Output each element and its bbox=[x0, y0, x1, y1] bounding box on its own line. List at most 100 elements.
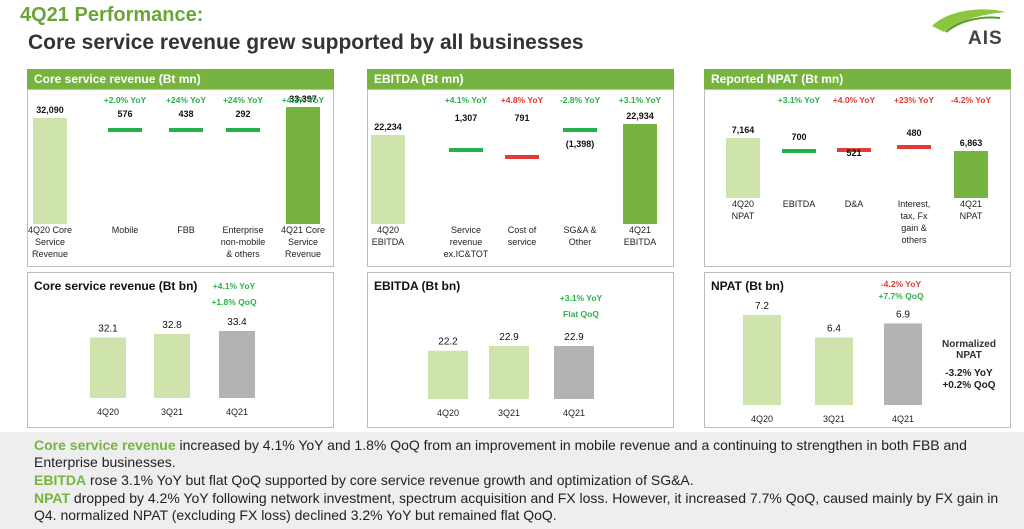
tick-label-core_wf-0-0: 4Q20 Core bbox=[28, 225, 72, 235]
bar-ebitda_wf-3 bbox=[563, 128, 597, 132]
commentary-ebitda-lead: EBITDA bbox=[34, 472, 87, 488]
tick-label-ebitda_wf-1-1: revenue bbox=[450, 237, 483, 247]
bar-ebitda_bn-0 bbox=[428, 350, 468, 399]
data-label-npat_bn-0: 7.2 bbox=[755, 301, 769, 312]
commentary-box bbox=[0, 432, 1024, 529]
tick-label-ebitda_wf-4-0: 4Q21 bbox=[629, 225, 651, 235]
bar-ebitda_wf-1 bbox=[449, 148, 483, 152]
commentary-npat-text: dropped by 4.2% YoY following network in… bbox=[34, 490, 999, 523]
change-label-npat_wf-1: +3.1% YoY bbox=[778, 95, 821, 105]
bar-npat_wf-1 bbox=[782, 149, 816, 153]
core-revenue-mn-header: Core service revenue (Bt mn) bbox=[27, 69, 334, 89]
tick-label-npat_bn-2: 4Q21 bbox=[892, 414, 914, 424]
data-label-npat_bn-1: 6.4 bbox=[827, 324, 841, 335]
annotation-ebitda_bn-0: +3.1% YoY bbox=[560, 293, 603, 303]
commentary-core-revenue-text: increased by 4.1% YoY and 1.8% QoQ from … bbox=[34, 437, 967, 470]
npat-bn-chart: 7.2 4Q20 6.4 3Q21 6.9 4Q21 -4.2% YoY +7.7% QoQ bbox=[743, 279, 924, 424]
data-label-ebitda_wf-2: 791 bbox=[514, 113, 529, 123]
data-label-core_wf-0: 32,090 bbox=[36, 105, 64, 115]
tick-label-npat_wf-4-1: NPAT bbox=[960, 211, 983, 221]
core-revenue-bn-chart: 32.1 4Q20 32.8 3Q21 33.4 4Q21 +4.1% YoY +1.8% Q… bbox=[90, 281, 257, 417]
change-label-core_wf-3: +24% YoY bbox=[223, 95, 263, 105]
change-label-core_wf-2: +24% YoY bbox=[166, 95, 206, 105]
commentary-npat: NPAT dropped by 4.2% YoY following netwo… bbox=[34, 490, 1009, 524]
data-label-core_wf-2: 438 bbox=[178, 109, 193, 119]
bar-ebitda_wf-4 bbox=[623, 124, 657, 224]
bar-core_bn-2 bbox=[219, 331, 255, 398]
annotation-npat_bn-0: -4.2% YoY bbox=[881, 279, 922, 289]
bar-npat_wf-4 bbox=[954, 151, 988, 198]
data-label-npat_wf-4: 6,863 bbox=[960, 138, 983, 148]
ebitda-mn-header: EBITDA (Bt mn) bbox=[367, 69, 674, 89]
tick-label-npat_bn-1: 3Q21 bbox=[823, 414, 845, 424]
bar-npat_bn-2 bbox=[884, 323, 922, 405]
tick-label-core_bn-0: 4Q20 bbox=[97, 407, 119, 417]
tick-label-npat_wf-1-0: EBITDA bbox=[783, 199, 816, 209]
bar-npat_wf-0 bbox=[726, 138, 760, 198]
tick-label-core_bn-1: 3Q21 bbox=[161, 407, 183, 417]
slide-subtitle: Core service revenue grew supported by a… bbox=[28, 31, 584, 54]
data-label-ebitda_bn-1: 22.9 bbox=[499, 332, 519, 343]
tick-label-core_wf-0-1: Service bbox=[35, 237, 65, 247]
data-label-ebitda_bn-2: 22.9 bbox=[564, 332, 584, 343]
core-revenue-mn-panel: 32,090 4Q20 Core Service Revenue 576 +2.0% Yo… bbox=[27, 89, 334, 267]
tick-label-core_bn-2: 4Q21 bbox=[226, 407, 248, 417]
data-label-core_bn-2: 33.4 bbox=[227, 317, 247, 328]
normalized-npat-title: Normalized NPAT bbox=[942, 339, 996, 361]
change-label-ebitda_wf-1: +4.1% YoY bbox=[445, 95, 488, 105]
tick-label-ebitda_wf-4-1: EBITDA bbox=[624, 237, 657, 247]
change-label-npat_wf-4: -4.2% YoY bbox=[951, 95, 992, 105]
tick-label-ebitda_wf-1-0: Service bbox=[451, 225, 481, 235]
tick-label-ebitda_wf-0-0: 4Q20 bbox=[377, 225, 399, 235]
npat-bn-panel: NPAT (Bt bn) 7.2 4Q20 6.4 3Q21 6.9 4Q21 -4.2% … bbox=[704, 272, 1011, 428]
tick-label-npat_wf-3-3: others bbox=[901, 235, 927, 245]
change-label-ebitda_wf-2: +4.8% YoY bbox=[501, 95, 544, 105]
commentary-ebitda-text: rose 3.1% YoY but flat QoQ supported by … bbox=[86, 472, 694, 488]
slide-title: 4Q21 Performance: bbox=[20, 4, 204, 26]
bar-ebitda_bn-2 bbox=[554, 346, 594, 399]
tick-label-ebitda_wf-2-0: Cost of bbox=[508, 225, 537, 235]
bar-npat_bn-0 bbox=[743, 315, 781, 405]
change-label-core_wf-4: +4.1% YoY bbox=[282, 95, 325, 105]
data-label-ebitda_bn-0: 22.2 bbox=[438, 337, 458, 348]
tick-label-core_wf-3-1: non-mobile bbox=[221, 237, 266, 247]
tick-label-ebitda_bn-0: 4Q20 bbox=[437, 408, 459, 418]
bar-ebitda_wf-2 bbox=[505, 155, 539, 159]
change-label-npat_wf-2: +4.0% YoY bbox=[833, 95, 876, 105]
tick-label-npat_wf-0-1: NPAT bbox=[732, 211, 755, 221]
annotation-ebitda_bn-1: Flat QoQ bbox=[563, 309, 599, 319]
bar-core_wf-0 bbox=[33, 118, 67, 224]
bar-ebitda_bn-1 bbox=[489, 346, 529, 399]
core-revenue-bn-panel: Core service revenue (Bt bn) 32.1 4Q20 32.… bbox=[27, 272, 334, 428]
bar-npat_wf-2 bbox=[837, 148, 871, 152]
data-label-core_wf-3: 292 bbox=[235, 109, 250, 119]
bar-core_wf-3 bbox=[226, 128, 260, 132]
data-label-npat_wf-3: 480 bbox=[906, 128, 921, 138]
data-label-npat_bn-2: 6.9 bbox=[896, 309, 910, 320]
data-label-npat_wf-1: 700 bbox=[791, 132, 806, 142]
tick-label-ebitda_wf-3-0: SG&A & bbox=[563, 225, 596, 235]
bar-core_wf-1 bbox=[108, 128, 142, 132]
annotation-core_bn-1: +1.8% QoQ bbox=[211, 297, 257, 307]
commentary-core-revenue-lead: Core service revenue bbox=[34, 437, 176, 453]
data-label-npat_wf-0: 7,164 bbox=[732, 125, 755, 135]
data-label-core_bn-0: 32.1 bbox=[98, 324, 118, 335]
commentary-core-revenue: Core service revenue increased by 4.1% Y… bbox=[34, 437, 1009, 471]
tick-label-ebitda_wf-0-1: EBITDA bbox=[372, 237, 405, 247]
tick-label-ebitda_wf-3-1: Other bbox=[569, 237, 592, 247]
tick-label-npat_wf-3-0: Interest, bbox=[898, 199, 931, 209]
data-label-ebitda_wf-4: 22,934 bbox=[626, 111, 654, 121]
tick-label-core_wf-4-1: Service bbox=[288, 237, 318, 247]
tick-label-npat_wf-3-2: gain & bbox=[901, 223, 927, 233]
ebitda-bn-panel: EBITDA (Bt bn) 22.2 4Q20 22.9 3Q21 22.9 4Q21 +… bbox=[367, 272, 674, 428]
tick-label-core_wf-3-0: Enterprise bbox=[222, 225, 263, 235]
data-label-core_bn-1: 32.8 bbox=[162, 320, 182, 331]
data-label-ebitda_wf-0: 22,234 bbox=[374, 122, 402, 132]
annotation-npat_bn-1: +7.7% QoQ bbox=[878, 291, 924, 301]
data-label-npat_wf-2: 521 bbox=[846, 148, 861, 158]
core-revenue-bn-title: Core service revenue (Bt bn) bbox=[34, 279, 198, 293]
bar-ebitda_wf-0 bbox=[371, 135, 405, 224]
tick-label-core_wf-3-2: & others bbox=[226, 249, 260, 259]
bar-core_bn-0 bbox=[90, 337, 126, 398]
tick-label-ebitda_wf-1-2: ex.IC&TOT bbox=[444, 249, 489, 259]
